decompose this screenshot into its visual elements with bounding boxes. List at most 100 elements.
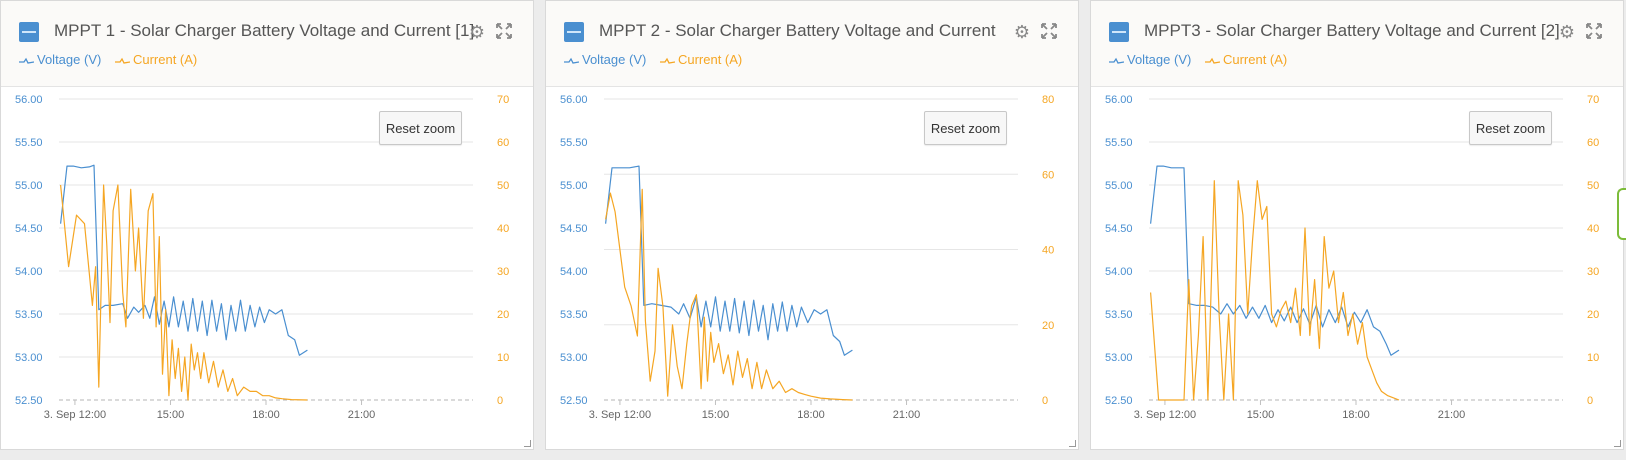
y-right-tick-label: 70 bbox=[1587, 94, 1599, 106]
y-left-tick-label: 56.00 bbox=[560, 94, 588, 106]
legend-item-current[interactable]: Current (A) bbox=[114, 52, 198, 67]
gear-icon[interactable]: ⚙ bbox=[1013, 22, 1031, 42]
y-left-tick-label: 53.00 bbox=[1105, 352, 1133, 364]
solar-charger-icon bbox=[564, 22, 584, 42]
panel-title: MPPT3 - Solar Charger Battery Voltage an… bbox=[1144, 21, 1560, 40]
expand-icon[interactable] bbox=[1040, 22, 1058, 40]
y-right-tick-label: 70 bbox=[497, 94, 509, 106]
y-left-tick-label: 54.00 bbox=[1105, 266, 1133, 278]
y-right-tick-label: 0 bbox=[497, 395, 503, 407]
current-line-icon bbox=[659, 57, 675, 64]
y-left-tick-label: 55.00 bbox=[1105, 180, 1133, 192]
solar-charger-icon bbox=[1109, 22, 1129, 42]
reset-zoom-button[interactable]: Reset zoom bbox=[1469, 111, 1552, 145]
y-left-tick-label: 56.00 bbox=[1105, 94, 1133, 106]
expand-icon[interactable] bbox=[1585, 22, 1603, 40]
solar-charger-icon bbox=[19, 22, 39, 42]
legend-item-voltage[interactable]: Voltage (V) bbox=[1109, 52, 1191, 67]
voltage-current-chart[interactable]: 0 10 20 30 40 50 60 70 52.50 53.00 53.50 54.00 54.50… bbox=[1091, 87, 1623, 449]
x-tick-label: 3. Sep 12:00 bbox=[589, 409, 651, 421]
y-right-tick-label: 20 bbox=[497, 309, 509, 321]
y-left-tick-label: 54.00 bbox=[560, 266, 588, 278]
panel-title: MPPT 2 - Solar Charger Battery Voltage a… bbox=[599, 21, 996, 40]
panel-title: MPPT 1 - Solar Charger Battery Voltage a… bbox=[54, 21, 475, 40]
reset-zoom-button[interactable]: Reset zoom bbox=[379, 111, 462, 145]
y-left-tick-label: 53.00 bbox=[15, 352, 43, 364]
legend-item-current[interactable]: Current (A) bbox=[1204, 52, 1288, 67]
y-right-tick-label: 10 bbox=[497, 352, 509, 364]
legend: Voltage (V) Current (A) bbox=[1109, 52, 1297, 67]
voltage-series-line bbox=[605, 165, 853, 356]
legend-label-current: Current (A) bbox=[1222, 52, 1288, 67]
y-left-tick-label: 53.00 bbox=[560, 352, 588, 364]
y-right-tick-label: 40 bbox=[497, 223, 509, 235]
voltage-line-icon bbox=[1109, 57, 1124, 64]
side-tab-handle[interactable] bbox=[1617, 188, 1626, 240]
expand-icon[interactable] bbox=[495, 22, 513, 40]
chart-panel-2: MPPT 2 - Solar Charger Battery Voltage a… bbox=[545, 0, 1079, 450]
y-right-tick-label: 30 bbox=[1587, 266, 1599, 278]
y-right-tick-label: 30 bbox=[497, 266, 509, 278]
chart-panel-3: MPPT3 - Solar Charger Battery Voltage an… bbox=[1090, 0, 1624, 450]
voltage-line-icon bbox=[564, 57, 579, 64]
y-right-tick-label: 50 bbox=[1587, 180, 1599, 192]
legend: Voltage (V) Current (A) bbox=[564, 52, 752, 67]
x-tick-label: 21:00 bbox=[348, 409, 376, 421]
y-left-tick-label: 53.50 bbox=[560, 309, 588, 321]
gear-icon[interactable]: ⚙ bbox=[468, 22, 486, 42]
x-tick-label: 15:00 bbox=[157, 409, 185, 421]
voltage-current-chart[interactable]: 0 20 40 60 80 52.50 53.00 53.50 54.00 54.50 55.00 5… bbox=[546, 87, 1078, 449]
y-left-tick-label: 52.50 bbox=[1105, 395, 1133, 407]
panel-header: MPPT 1 - Solar Charger Battery Voltage a… bbox=[1, 1, 533, 87]
voltage-line-icon bbox=[19, 57, 34, 64]
x-tick-label: 21:00 bbox=[893, 409, 921, 421]
y-left-tick-label: 55.00 bbox=[560, 180, 588, 192]
legend-label-voltage: Voltage (V) bbox=[37, 52, 102, 67]
panel-header: MPPT 2 - Solar Charger Battery Voltage a… bbox=[546, 1, 1078, 87]
legend-label-voltage: Voltage (V) bbox=[1127, 52, 1192, 67]
y-left-tick-label: 54.00 bbox=[15, 266, 43, 278]
legend-item-voltage[interactable]: Voltage (V) bbox=[19, 52, 101, 67]
y-left-tick-label: 55.50 bbox=[560, 137, 588, 149]
current-line-icon bbox=[1204, 57, 1220, 64]
gear-icon[interactable]: ⚙ bbox=[1558, 22, 1576, 42]
legend: Voltage (V) Current (A) bbox=[19, 52, 207, 67]
y-right-tick-label: 60 bbox=[497, 137, 509, 149]
x-tick-label: 3. Sep 12:00 bbox=[44, 409, 106, 421]
y-right-tick-label: 60 bbox=[1587, 137, 1599, 149]
y-right-tick-label: 80 bbox=[1042, 94, 1054, 106]
voltage-series-line bbox=[1150, 165, 1400, 356]
y-right-tick-label: 60 bbox=[1042, 169, 1054, 181]
x-tick-label: 18:00 bbox=[1342, 409, 1370, 421]
legend-item-voltage[interactable]: Voltage (V) bbox=[564, 52, 646, 67]
legend-label-current: Current (A) bbox=[132, 52, 198, 67]
voltage-current-chart[interactable]: 0 10 20 30 40 50 60 70 52.50 53.00 53.50 54.00 54.50… bbox=[1, 87, 533, 449]
x-tick-label: 15:00 bbox=[702, 409, 730, 421]
y-left-tick-label: 55.50 bbox=[15, 137, 43, 149]
y-right-tick-label: 50 bbox=[497, 180, 509, 192]
resize-handle[interactable] bbox=[524, 440, 531, 447]
y-right-tick-label: 0 bbox=[1042, 395, 1048, 407]
reset-zoom-button[interactable]: Reset zoom bbox=[924, 111, 1007, 145]
resize-handle[interactable] bbox=[1069, 440, 1076, 447]
x-tick-label: 3. Sep 12:00 bbox=[1134, 409, 1196, 421]
y-left-tick-label: 54.50 bbox=[15, 223, 43, 235]
panel-header: MPPT3 - Solar Charger Battery Voltage an… bbox=[1091, 1, 1623, 87]
y-left-tick-label: 52.50 bbox=[15, 395, 43, 407]
legend-label-voltage: Voltage (V) bbox=[582, 52, 647, 67]
y-left-tick-label: 53.50 bbox=[15, 309, 43, 321]
y-left-tick-label: 54.50 bbox=[560, 223, 588, 235]
y-left-tick-label: 54.50 bbox=[1105, 223, 1133, 235]
resize-handle[interactable] bbox=[1614, 440, 1621, 447]
current-series-line bbox=[605, 188, 853, 401]
legend-item-current[interactable]: Current (A) bbox=[659, 52, 743, 67]
y-right-tick-label: 0 bbox=[1587, 395, 1593, 407]
y-right-tick-label: 10 bbox=[1587, 352, 1599, 364]
x-tick-label: 21:00 bbox=[1438, 409, 1466, 421]
y-right-tick-label: 40 bbox=[1587, 223, 1599, 235]
y-right-tick-label: 20 bbox=[1042, 320, 1054, 332]
y-left-tick-label: 55.00 bbox=[15, 180, 43, 192]
legend-label-current: Current (A) bbox=[677, 52, 743, 67]
current-series-line bbox=[1150, 180, 1400, 401]
y-right-tick-label: 20 bbox=[1587, 309, 1599, 321]
